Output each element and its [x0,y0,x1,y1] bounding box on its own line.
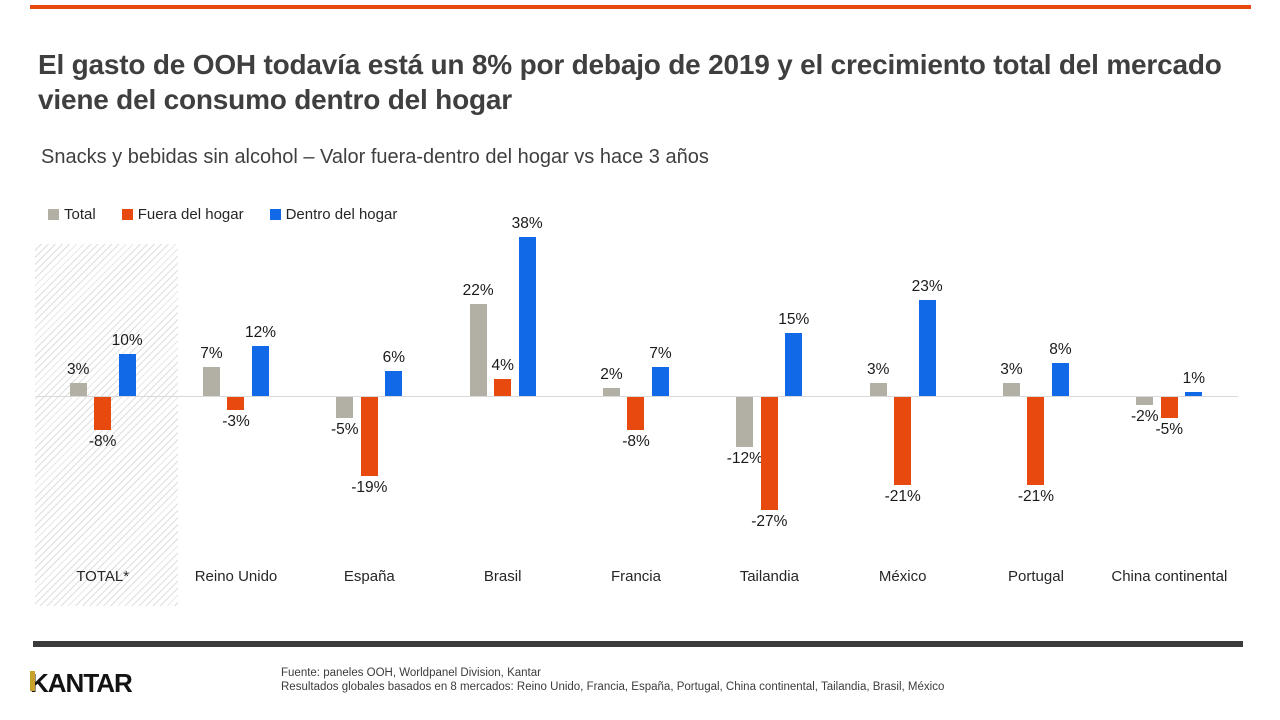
value-label-total-españa: -5% [331,420,359,438]
bar-dentro-del-hogar-méxico [918,299,936,396]
value-label-total-brasil: 22% [462,282,494,300]
chart-group-francia: 2% -8% 7% Francia [569,230,702,610]
value-label-dentro-del-hogar-portugal: 8% [1049,340,1072,358]
value-label-dentro-del-hogar-reino-unido: 12% [244,323,276,341]
value-label-dentro-del-hogar-tailandia: 15% [778,311,810,329]
bar-total-total [69,383,87,396]
bar-fuera-del-hogar-portugal [1027,397,1045,485]
bar-fuera-del-hogar-méxico [894,397,912,485]
zero-axis-line [36,396,1238,397]
bar-dentro-del-hogar-reino-unido [251,345,269,396]
bar-total-portugal [1002,383,1020,396]
legend-label-fuera-del-hogar: Fuera del hogar [137,206,244,223]
bar-total-españa [336,397,354,418]
kantar-logo-gold-mark [30,671,35,691]
bar-total-reino-unido [202,366,220,396]
bar-fuera-del-hogar-china-continental [1160,397,1178,418]
slide-subtitle: Snacks y bebidas sin alcohol – Valor fue… [41,146,709,168]
footer-divider-bar [33,641,1243,647]
value-label-fuera-del-hogar-brasil: 4% [491,357,514,375]
value-label-dentro-del-hogar-brasil: 38% [511,215,543,233]
chart-legend: Total Fuera del hogar Dentro del hogar [48,206,397,223]
bar-fuera-del-hogar-total [94,397,112,431]
bar-total-francia [602,387,620,396]
bar-dentro-del-hogar-francia [651,366,669,396]
category-label-portugal: Portugal [1008,568,1064,585]
bar-chart: 3% -8% 10% TOTAL* 7% -3% 12% Reino Unido -5% -19%… [35,215,1238,610]
chart-group-china-continental: -2% -5% 1% China continental [1103,230,1236,610]
slide-title: El gasto de OOH todavía está un 8% por d… [38,49,1222,115]
bar-dentro-del-hogar-brasil [518,237,536,396]
bar-total-china-continental [1136,397,1154,406]
bar-fuera-del-hogar-francia [627,397,645,431]
value-label-fuera-del-hogar-total: -8% [88,433,117,451]
category-label-total: TOTAL* [76,568,130,585]
legend-item-fuera-del-hogar: Fuera del hogar [121,206,244,223]
bar-total-méxico [869,383,887,396]
category-label-españa: España [343,568,395,585]
value-label-dentro-del-hogar-francia: 7% [649,344,672,362]
value-label-dentro-del-hogar-españa: 6% [382,348,406,366]
legend-item-total: Total [48,206,96,223]
category-label-china-continental: China continental [1111,568,1228,585]
legend-swatch-dentro-del-hogar [269,209,281,220]
bar-dentro-del-hogar-total [118,354,136,396]
value-label-fuera-del-hogar-méxico: -21% [884,487,921,505]
chart-group-españa: -5% -19% 6% España [303,230,436,610]
value-label-fuera-del-hogar-reino-unido: -3% [222,412,250,430]
value-label-fuera-del-hogar-china-continental: -5% [1155,420,1184,438]
value-label-total-reino-unido: 7% [200,344,223,362]
source-line-2: Resultados globales basados en 8 mercado… [281,681,945,693]
value-label-dentro-del-hogar-total: 10% [111,332,143,350]
category-label-reino-unido: Reino Unido [194,568,278,585]
legend-swatch-total [48,209,59,220]
legend-label-total: Total [64,206,96,223]
source-note: Fuente: paneles OOH, Worldpanel Division… [281,666,1181,694]
category-label-francia: Francia [610,568,661,585]
bar-dentro-del-hogar-tailandia [785,333,803,396]
bar-fuera-del-hogar-españa [360,397,378,477]
top-accent-line [30,5,1251,9]
value-label-fuera-del-hogar-portugal: -21% [1017,487,1055,505]
bar-fuera-del-hogar-brasil [494,379,512,396]
chart-group-reino-unido: 7% -3% 12% Reino Unido [169,230,302,610]
category-label-brasil: Brasil [483,568,522,585]
value-label-dentro-del-hogar-china-continental: 1% [1182,369,1206,387]
kantar-logo-text: KANTAR [30,668,133,698]
value-label-total-china-continental: -2% [1131,408,1159,426]
category-label-tailandia: Tailandia [739,568,799,585]
legend-swatch-fuera-del-hogar [121,209,133,220]
legend-label-dentro-del-hogar: Dentro del hogar [285,206,398,223]
bar-dentro-del-hogar-china-continental [1185,391,1203,396]
value-label-fuera-del-hogar-francia: -8% [622,433,650,451]
chart-group-brasil: 22% 4% 38% Brasil [436,215,569,610]
bar-fuera-del-hogar-reino-unido [227,397,245,410]
category-label-méxico: México [878,568,927,585]
value-label-fuera-del-hogar-españa: -19% [351,479,388,497]
bar-total-brasil [469,304,487,396]
bar-total-tailandia [736,397,754,448]
value-label-fuera-del-hogar-tailandia: -27% [751,512,788,530]
value-label-total-méxico: 3% [866,361,890,379]
chart-group-portugal: 3% -21% 8% Portugal [969,230,1102,610]
bar-fuera-del-hogar-tailandia [760,397,778,510]
value-label-total-total: 3% [66,361,90,379]
value-label-total-francia: 2% [600,365,623,383]
kantar-logo: KANTAR [30,668,133,698]
chart-group-total: 3% -8% 10% TOTAL* [36,230,169,610]
value-label-total-portugal: 3% [1000,361,1023,379]
source-line-1: Fuente: paneles OOH, Worldpanel Division… [281,667,541,679]
chart-group-méxico: 3% -21% 23% México [836,230,969,610]
bar-dentro-del-hogar-portugal [1051,362,1069,396]
value-label-total-tailandia: -12% [726,450,763,468]
chart-group-tailandia: -12% -27% 15% Tailandia [703,230,836,610]
legend-item-dentro-del-hogar: Dentro del hogar [269,206,398,223]
bar-dentro-del-hogar-españa [385,370,403,396]
value-label-dentro-del-hogar-méxico: 23% [911,277,943,295]
